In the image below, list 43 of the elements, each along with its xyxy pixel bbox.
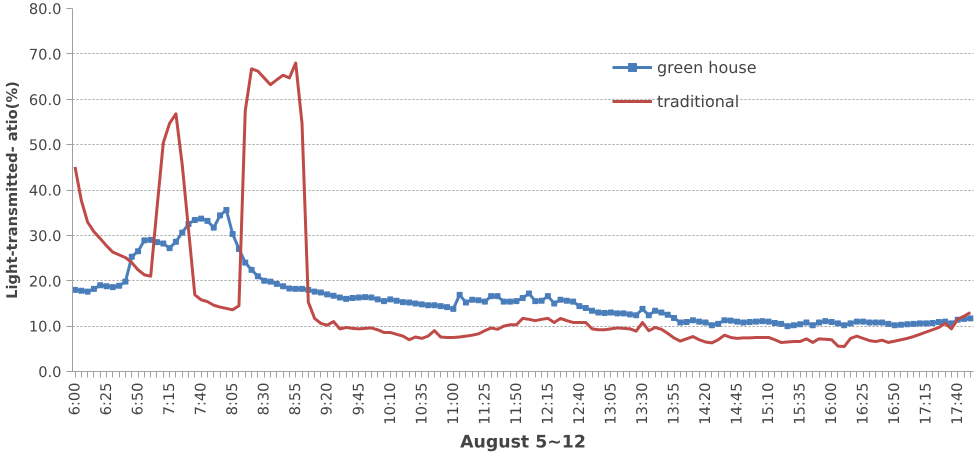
x-tick-label: 16:00 [823,382,840,425]
x-tick-label: 12:40 [570,382,588,425]
x-tick-label: 13:05 [602,382,620,425]
y-tick-label: 20.0 [28,273,62,290]
x-tick-label: 10:35 [413,382,430,425]
y-tick-label: 60.0 [28,92,62,109]
x-tick-label: 11:50 [508,382,525,425]
x-tick-label: 6:50 [130,382,147,416]
x-tick-label: 11:25 [476,382,494,425]
x-tick-label: 6:00 [66,382,84,416]
x-tick-label: 17:15 [918,382,935,425]
x-tick-label: 7:15 [161,382,178,416]
line-series [74,61,972,348]
y-tick-label: 50.0 [28,137,62,154]
legend-label: green house [657,58,757,76]
x-tick-label: 16:25 [854,382,872,425]
y-tick-label: 30.0 [28,228,62,245]
x-tick-label: 17:40 [949,382,966,425]
x-tick-label: 15:35 [792,382,809,425]
x-tick-label: 16:50 [886,382,904,425]
x-tick-label: 9:20 [318,382,336,416]
x-tick-label: 14:20 [697,382,714,425]
x-tick-label: 14:45 [728,382,746,425]
x-tick-label: 9:45 [350,382,368,416]
x-tick-label: 8:55 [287,382,304,416]
x-tick-label: 13:55 [666,382,683,425]
y-tick-label: 70.0 [28,46,62,64]
y-tick-label: 10.0 [28,318,62,336]
y-tick-label: 0.0 [38,364,62,381]
x-tick-label: 7:40 [192,382,210,416]
x-tick-label: 6:25 [98,382,116,416]
x-tick-label: 13:30 [634,382,651,425]
y-tick-label: 40.0 [28,182,62,200]
y-tick-label: 80.0 [28,1,62,18]
y-axis-title: Light-transmitted- atio(%) [4,81,21,299]
x-tick-label: 8:30 [256,382,273,416]
x-tick-label: 10:10 [382,382,399,425]
legend-label: traditional [657,92,740,110]
x-tick-label: 8:05 [224,382,242,416]
x-tick-label: 11:00 [444,382,462,425]
x-axis-title: August 5~12 [460,432,586,453]
x-tick-label: 15:10 [760,382,778,425]
x-tick-label: 12:15 [539,382,556,425]
